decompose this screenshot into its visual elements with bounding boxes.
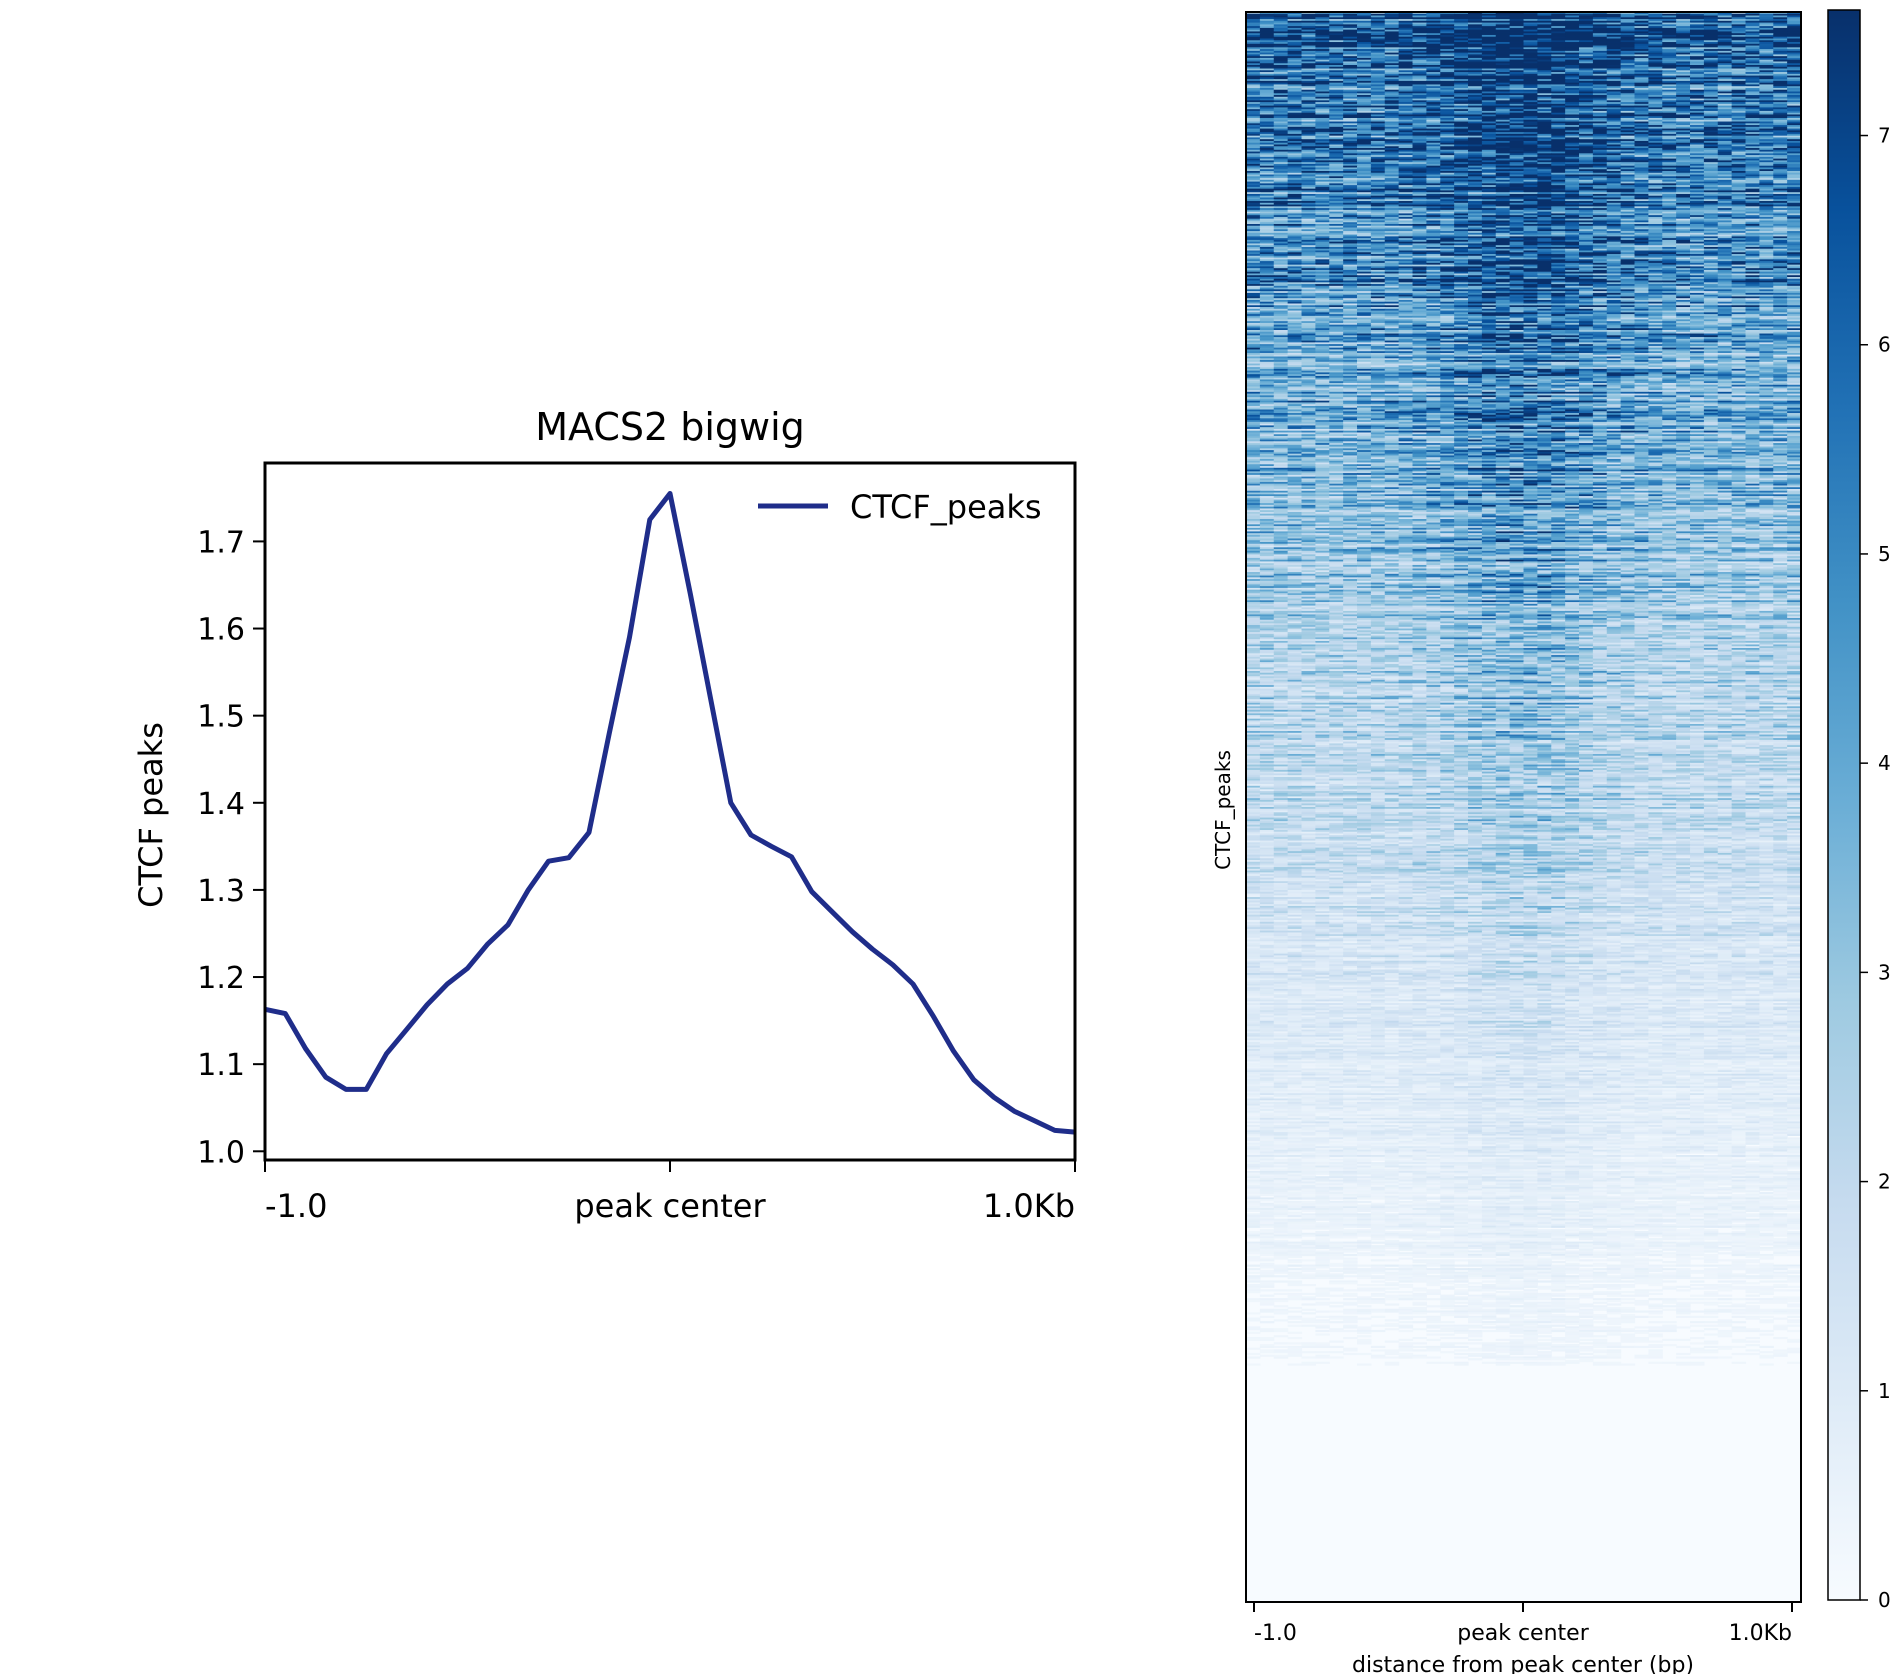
profile-legend: CTCF_peaks (758, 488, 1042, 526)
legend-label-ctcf-peaks: CTCF_peaks (850, 488, 1042, 526)
profile-x-tick-label: 1.0Kb (983, 1187, 1075, 1225)
profile-y-tick-label: 1.2 (197, 961, 245, 996)
profile-y-tick-label: 1.5 (197, 700, 245, 735)
profile-y-tick-label: 1.7 (197, 525, 245, 560)
profile-y-tick-label: 1.0 (197, 1135, 245, 1170)
profile-y-label: CTCF peaks (132, 722, 170, 908)
profile-x-tick-label: peak center (574, 1187, 766, 1225)
profile-x-ticks: -1.0 peak center 1.0Kb (265, 1160, 1075, 1225)
profile-y-axis-label: CTCF peaks (132, 722, 170, 908)
series-line-ctcf-peaks (265, 494, 1075, 1133)
profile-y-tick-label: 1.6 (197, 613, 245, 648)
profile-x-tick-label: -1.0 (265, 1187, 327, 1225)
profile-y-ticks: 1.0 1.1 1.2 1.3 1.4 1.5 1.6 1.7 (197, 525, 265, 1170)
profile-plot: MACS2 bigwig CTCF peaks 1.01.11.21.31.41… (132, 405, 1075, 1225)
profile-y-tick-label: 1.1 (197, 1048, 245, 1083)
profile-y-tick-label: 1.4 (197, 787, 245, 822)
heatmap-cells (1246, 12, 1802, 1602)
profile-y-tick-label: 1.3 (197, 874, 245, 909)
heatmap-panel: -1.0 peak center 1.0Kb distance from pea… (1211, 10, 1891, 1674)
profile-title: MACS2 bigwig (535, 405, 805, 449)
